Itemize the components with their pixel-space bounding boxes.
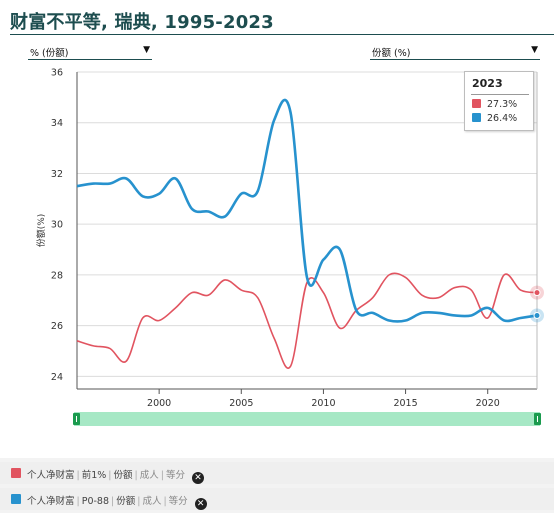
legend-text-p0-88: 个人净财富 | P0-88 | 份额 | 成人 | 等分 ✕ xyxy=(27,493,207,510)
metric-type-dropdown[interactable]: 份额 (%) ▼ xyxy=(370,44,540,60)
legend-name: 个人净财富 xyxy=(27,496,75,507)
swatch-top1 xyxy=(472,99,481,108)
title-divider xyxy=(10,34,554,35)
series-end-markers xyxy=(530,285,544,323)
legend-swatch-p0-88 xyxy=(11,494,21,504)
metric-unit-dropdown[interactable]: % (份额) ▼ xyxy=(28,44,152,60)
triangle-down-icon: ▼ xyxy=(143,45,150,55)
y-tick-label: 24 xyxy=(51,372,63,383)
legend-population: 成人 xyxy=(142,496,162,507)
legend-text-top1: 个人净财富 | 前1% | 份额 | 成人 | 等分 ✕ xyxy=(27,467,204,484)
tooltip-value-top1: 27.3% xyxy=(487,99,518,110)
legend-swatch-top1 xyxy=(11,468,21,478)
series-line xyxy=(76,272,538,369)
legend-item-p0-88[interactable]: 个人净财富 | P0-88 | 份额 | 成人 | 等分 ✕ xyxy=(0,488,554,510)
close-circle-icon[interactable]: ✕ xyxy=(191,472,204,484)
y-tick-label: 36 xyxy=(51,68,63,79)
series-lines xyxy=(76,98,538,369)
hover-tooltip: 2023 27.3% 26.4% xyxy=(464,71,534,131)
x-tick-label: 2015 xyxy=(393,398,417,409)
legend-name: 个人净财富 xyxy=(27,470,75,481)
x-axis-ticks: 2000 2005 2010 2015 2020 xyxy=(147,389,500,409)
metric-type-dropdown-label: 份额 (%) xyxy=(372,48,411,59)
legend-group: 前1% xyxy=(81,470,107,481)
close-circle-icon[interactable]: ✕ xyxy=(194,498,207,510)
x-tick-label: 2000 xyxy=(147,398,171,409)
y-tick-label: 34 xyxy=(51,118,63,129)
tooltip-row-top1: 27.3% xyxy=(472,99,517,110)
metric-unit-dropdown-label: % (份额) xyxy=(30,48,69,59)
legend-item-top1[interactable]: 个人净财富 | 前1% | 份额 | 成人 | 等分 ✕ xyxy=(0,462,554,484)
y-tick-label: 28 xyxy=(51,270,63,281)
y-tick-label: 32 xyxy=(51,169,63,180)
legend-metric: 份额 xyxy=(113,470,133,481)
x-tick-label: 2010 xyxy=(311,398,335,409)
end-marker xyxy=(533,289,541,297)
legend-split: 等分 xyxy=(165,470,185,481)
grid-lines xyxy=(76,71,538,390)
end-marker xyxy=(533,311,541,319)
legend-population: 成人 xyxy=(139,470,159,481)
triangle-down-icon: ▼ xyxy=(531,45,538,55)
x-tick-label: 2020 xyxy=(476,398,500,409)
range-slider-track[interactable] xyxy=(74,412,540,426)
range-slider[interactable] xyxy=(73,412,541,426)
chart-title: 财富不平等, 瑞典, 1995-2023 xyxy=(10,12,274,33)
legend-group: P0-88 xyxy=(81,496,110,507)
tooltip-year: 2023 xyxy=(472,77,503,90)
y-tick-label: 30 xyxy=(51,220,63,231)
tooltip-value-p0-88: 26.4% xyxy=(487,113,518,124)
y-axis-ticks: 24 26 28 30 32 34 36 xyxy=(51,68,63,383)
y-tick-label: 26 xyxy=(51,321,63,332)
swatch-p0-88 xyxy=(472,113,481,122)
series-line xyxy=(76,98,538,323)
y-axis-label: 份额(%) xyxy=(35,214,47,248)
tooltip-divider xyxy=(471,94,529,95)
tooltip-row-p0-88: 26.4% xyxy=(472,113,517,124)
line-chart: 24 26 28 30 32 34 36 2000 2005 2010 2015 2020 份额(%… xyxy=(35,68,544,426)
legend-split: 等分 xyxy=(168,496,188,507)
legend-metric: 份额 xyxy=(116,496,136,507)
x-tick-label: 2005 xyxy=(229,398,253,409)
